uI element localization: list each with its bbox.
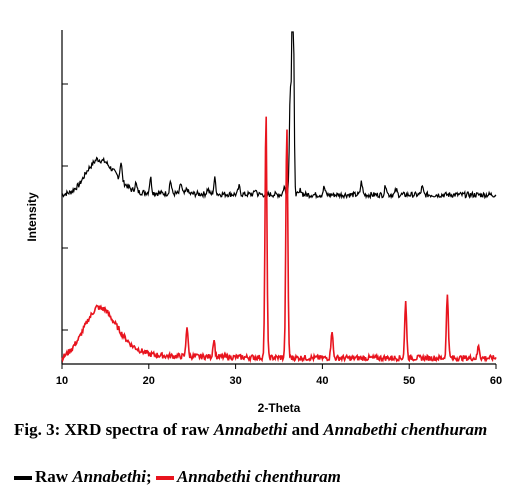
y-axis-title: Intensity	[25, 192, 39, 242]
x-tick-label: 30	[229, 375, 241, 387]
x-tick-label: 50	[403, 375, 415, 387]
legend-label-raw-prefix: Raw	[35, 467, 69, 486]
x-tick-label: 10	[56, 375, 68, 387]
series-line-raw	[61, 31, 497, 200]
x-tick-label: 20	[143, 375, 155, 387]
x-tick-label: 40	[316, 375, 328, 387]
legend-label-processed: Annabethi chenthuram	[176, 467, 341, 486]
legend-swatch-raw	[14, 476, 32, 481]
series-line-chenthuram	[61, 116, 497, 364]
chart-plot-area	[61, 31, 497, 364]
caption-name-raw: Annabethi	[213, 420, 288, 439]
xrd-chart: 10 20 30 40 50 60 2-Theta Intensity	[25, 30, 502, 415]
caption-prefix: Fig. 3: XRD spectra of raw	[14, 420, 210, 439]
caption-and: and	[291, 420, 320, 439]
x-tick-label: 60	[490, 375, 502, 387]
legend-separator: ;	[146, 467, 152, 486]
x-axis-title: 2-Theta	[258, 401, 301, 415]
legend: Raw Annabethi; Annabethi chenthuram	[14, 467, 341, 487]
caption-name-processed: Annabethi chenthuram	[323, 420, 488, 439]
chart-axes: 10 20 30 40 50 60	[56, 30, 502, 387]
legend-swatch-processed	[155, 476, 174, 481]
figure-caption: Fig. 3: XRD spectra of raw Annabethi and…	[14, 420, 514, 439]
legend-label-raw-name: Annabethi	[72, 467, 147, 486]
